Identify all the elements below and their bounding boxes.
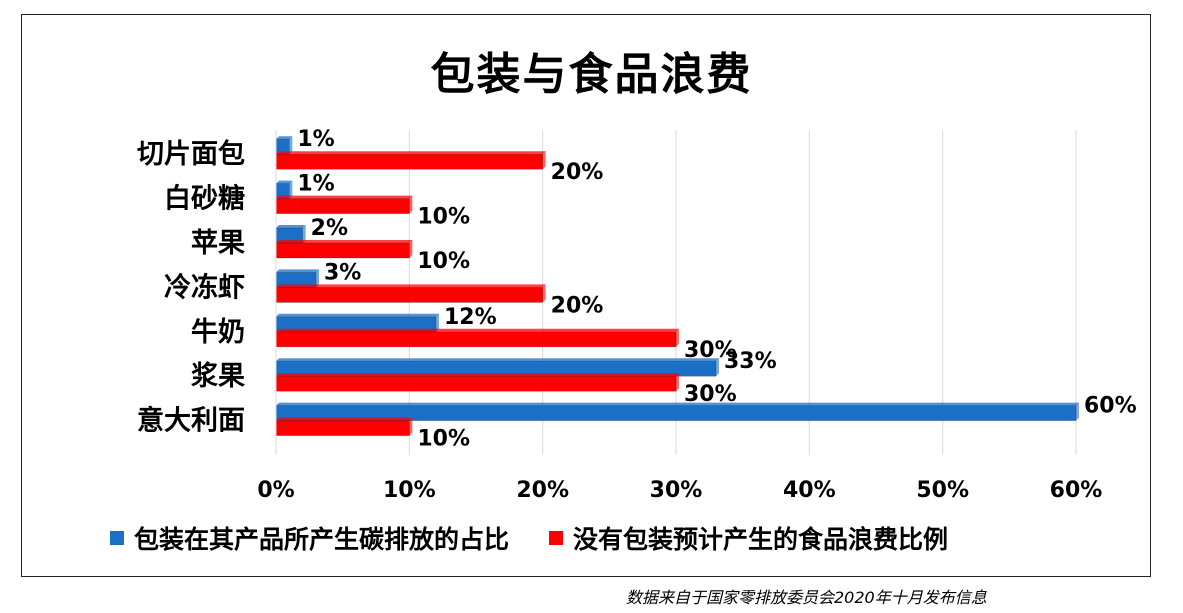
bar-red-top <box>276 417 413 421</box>
bar-red <box>275 287 543 303</box>
legend-item-blue: 包装在其产品所产生碳排放的占比 <box>110 520 509 556</box>
category-label: 牛奶 <box>191 317 245 348</box>
x-tick-label: 60% <box>1050 478 1103 503</box>
bar-blue-side <box>436 313 439 332</box>
legend-swatch-blue <box>110 531 124 545</box>
bar-red-side <box>542 151 546 170</box>
bar-blue-side <box>1076 402 1079 421</box>
data-label-red: 10% <box>417 205 470 230</box>
category-label: 浆果 <box>191 360 245 392</box>
category-label: 切片面包 <box>137 138 245 170</box>
bar-blue-top <box>276 313 439 317</box>
data-label-blue: 3% <box>324 260 361 285</box>
data-label-red: 10% <box>417 427 470 452</box>
source-note: 数据来自于国家零排放委员会2020年十月发布信息 <box>626 588 987 607</box>
legend-item-red: 没有包装预计产生的食品浪费比例 <box>549 520 948 556</box>
legend-label-red: 没有包装预计产生的食品浪费比例 <box>573 525 949 554</box>
bar-blue-top <box>276 269 319 273</box>
bar-blue-top <box>276 180 293 184</box>
bar-red-side <box>409 417 413 436</box>
bar-red-top <box>276 240 413 243</box>
bar-blue-side <box>289 136 293 155</box>
x-tick-label: 50% <box>916 478 969 503</box>
bar-blue-top <box>276 402 1079 406</box>
bar-red-top <box>276 284 546 288</box>
bar-red-top <box>276 373 679 377</box>
data-label-blue: 33% <box>724 349 777 374</box>
bar-red <box>275 420 410 436</box>
data-label-blue: 1% <box>297 127 334 152</box>
bar-blue-top <box>276 136 293 140</box>
legend-label-blue: 包装在其产品所产生碳排放的占比 <box>134 525 510 554</box>
x-tick-label: 0% <box>257 478 294 503</box>
category-label: 冷冻虾 <box>164 271 245 303</box>
x-tick-label: 30% <box>650 478 703 503</box>
bar-blue-top <box>276 225 306 228</box>
bar-red <box>275 242 410 259</box>
data-label-blue: 2% <box>311 216 348 241</box>
bar-red-side <box>542 284 546 303</box>
bar-blue-side <box>302 225 306 243</box>
category-label: 苹果 <box>191 228 245 259</box>
chart-frame <box>21 14 1151 577</box>
bar-red-side <box>676 328 679 347</box>
bar-red <box>275 198 410 214</box>
x-tick-label: 20% <box>516 478 569 503</box>
x-tick-label: 40% <box>783 478 836 503</box>
bar-red <box>275 153 543 170</box>
bar-blue-side <box>289 180 293 199</box>
bar-red-top <box>276 195 413 199</box>
bar-red-top <box>276 328 679 332</box>
bar-blue-top <box>276 358 719 362</box>
data-label-blue: 60% <box>1084 394 1137 419</box>
data-label-red: 20% <box>551 160 604 185</box>
data-label-blue: 1% <box>297 172 334 197</box>
bar-red-side <box>409 195 413 214</box>
bar-red <box>275 331 677 348</box>
bar-blue-side <box>716 358 719 377</box>
bar-blue-side <box>316 269 319 288</box>
category-label: 意大利面 <box>137 405 245 437</box>
bar-red-side <box>409 240 413 258</box>
chart-legend: 包装在其产品所产生碳排放的占比 没有包装预计产生的食品浪费比例 <box>110 520 988 556</box>
category-label: 白砂糖 <box>164 183 245 215</box>
bar-red-side <box>676 373 679 392</box>
data-label-red: 10% <box>417 249 470 274</box>
bar-red <box>275 375 677 392</box>
chart-title: 包装与食品浪费 <box>430 49 753 100</box>
legend-swatch-red <box>549 531 564 545</box>
bar-red-top <box>276 151 546 155</box>
data-label-blue: 12% <box>444 305 497 330</box>
x-tick-label: 10% <box>383 478 436 503</box>
data-label-red: 20% <box>551 293 604 318</box>
